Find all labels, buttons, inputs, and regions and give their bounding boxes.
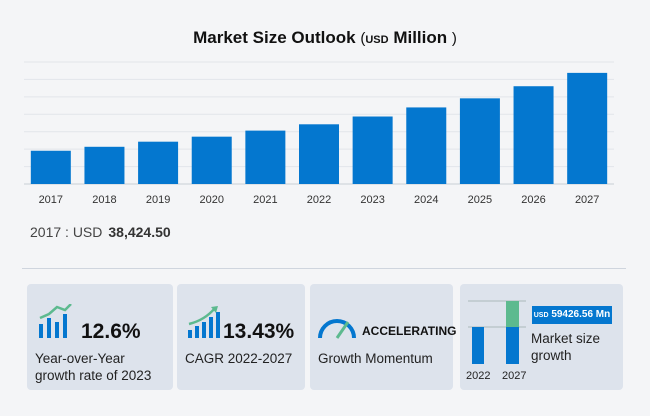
x-tick-label: 2021 [253, 194, 277, 206]
yoy-label: Year-over-Year growth rate of 2023 [35, 351, 152, 383]
bar-2026 [513, 86, 554, 184]
market-growth-label: Market size growth [531, 331, 601, 363]
market-growth-card: 2022 2027 USD 59426.56 Mn Market size gro… [460, 284, 623, 390]
bar-2024 [406, 107, 447, 184]
market-growth-bars [468, 300, 526, 364]
x-tick-label: 2025 [468, 194, 492, 206]
base-year-value: 2017 : USD 38,424.50 [30, 224, 171, 240]
x-tick-label: 2020 [199, 194, 223, 206]
x-tick-label: 2024 [414, 194, 438, 206]
bar-2022 [299, 124, 339, 184]
yoy-card: 12.6% Year-over-Year growth rate of 2023 [27, 284, 173, 390]
divider [22, 268, 626, 269]
momentum-card: ACCELERATING Growth Momentum [310, 284, 457, 390]
bar-2020 [191, 136, 232, 184]
bar-2023 [352, 116, 393, 184]
momentum-value: ACCELERATING [362, 324, 457, 338]
bar-2027 [567, 72, 608, 184]
bar-2017 [30, 150, 71, 184]
bar-2019 [138, 141, 179, 184]
cagr-label: CAGR 2022-2027 [185, 351, 293, 366]
x-tick-label: 2027 [575, 194, 599, 206]
x-tick-label: 2022 [307, 194, 331, 206]
bar-2025 [459, 98, 500, 184]
cagr-value: 13.43% [223, 320, 295, 343]
growth-chart-icon [39, 304, 72, 338]
growth-value-badge: USD 59426.56 Mn [532, 306, 612, 324]
bar-2021 [245, 130, 286, 184]
start-year-label: 2022 [466, 370, 491, 382]
x-tick-label: 2023 [360, 194, 384, 206]
x-tick-label: 2026 [521, 194, 545, 206]
rising-bars-icon [188, 306, 220, 338]
bar-chart: 2017 2018 2019 2020 2021 2022 2023 2024 2025 2026… [24, 61, 614, 206]
x-tick-label: 2018 [92, 194, 116, 206]
chart-title: Market Size Outlook (USD Million ) [193, 28, 457, 47]
momentum-label: Growth Momentum [318, 351, 433, 366]
yoy-value: 12.6% [81, 320, 141, 343]
x-tick-label: 2017 [39, 194, 63, 206]
x-tick-label: 2019 [146, 194, 170, 206]
end-year-label: 2027 [502, 370, 527, 382]
bar-2018 [84, 146, 125, 184]
cagr-card: 13.43% CAGR 2022-2027 [177, 284, 305, 390]
speedometer-icon [318, 319, 356, 339]
